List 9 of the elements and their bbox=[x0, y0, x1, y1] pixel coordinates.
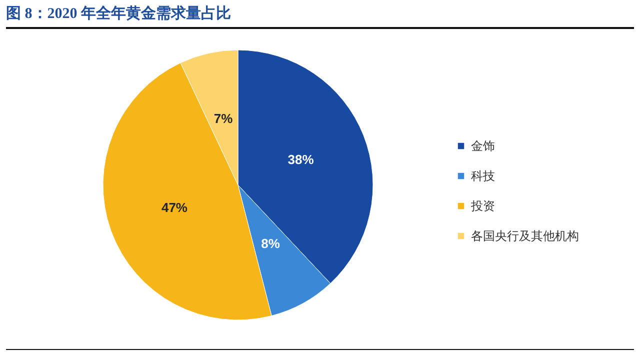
legend-label: 投资 bbox=[470, 199, 495, 213]
data-label: 47% bbox=[161, 200, 188, 215]
data-label: 8% bbox=[261, 236, 280, 252]
legend-label: 金饰 bbox=[471, 139, 495, 153]
data-label: 38% bbox=[288, 152, 314, 168]
legend-label: 各国央行及其他机构 bbox=[471, 229, 579, 243]
legend-label: 科技 bbox=[471, 169, 495, 183]
chart-title: 图 8：2020 年全年黄金需求量占比 bbox=[6, 4, 231, 23]
data-label: 7% bbox=[214, 111, 234, 126]
